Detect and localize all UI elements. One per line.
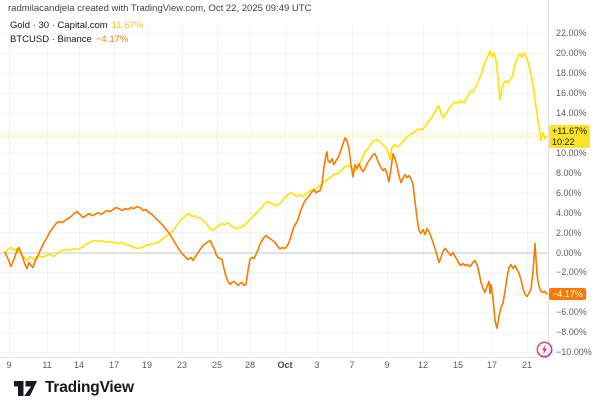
time-axis-label: 14	[73, 360, 85, 370]
gold-price-badge-value: +11.67%	[552, 126, 588, 137]
time-axis-label: 25	[211, 360, 223, 370]
price-axis-label: 6.00%	[556, 187, 582, 198]
time-axis-label: 17	[108, 360, 120, 370]
time-axis-label: 3	[314, 360, 320, 370]
price-axis-label: 8.00%	[556, 167, 582, 178]
attribution-text: radmilacandjela created with TradingView…	[8, 3, 312, 14]
legend-gold-value: 11.67%	[111, 20, 144, 31]
price-axis-label: 18.00%	[556, 68, 587, 78]
price-axis-label: 4.00%	[556, 207, 582, 218]
time-axis-label: 9	[6, 360, 12, 370]
legend-row-btc[interactable]: BTCUSD · Binance −4.17%	[10, 33, 143, 47]
time-axis-label: 19	[141, 360, 153, 370]
time-axis[interactable]: 9 11 14 17 19 23 25 28 Oct 3 7 9 12 15 17 21	[0, 358, 548, 374]
time-axis-label: 17	[486, 360, 498, 370]
time-axis-label: 28	[244, 360, 256, 370]
gold-price-badge: +11.67% 10:22	[549, 125, 591, 149]
price-axis-label: 2.00%	[556, 227, 582, 238]
btc-series-line	[4, 137, 548, 330]
time-axis-label: 7	[349, 360, 355, 370]
price-axis-label: −2.00%	[556, 267, 587, 278]
tradingview-logo-text: TradingView	[45, 379, 134, 396]
price-axis-label: −8.00%	[556, 327, 587, 338]
time-axis-label: 21	[521, 360, 533, 370]
gold-series-line	[4, 50, 548, 262]
legend-gold-label: Gold · 30 · Capital.com	[10, 20, 108, 31]
price-axis-label: 0.00%	[556, 247, 582, 258]
tradingview-logo[interactable]: TradingView	[13, 379, 134, 397]
price-axis-label: 20.00%	[556, 48, 587, 58]
legend-btc-value: −4.17%	[95, 34, 129, 45]
price-axis-label: −6.00%	[556, 307, 587, 318]
price-axis-label: 22.00%	[556, 28, 587, 39]
price-axis-label: 14.00%	[556, 107, 587, 118]
time-axis-label: 9	[384, 360, 390, 370]
time-axis-label: 12	[417, 360, 429, 370]
legend-btc-label: BTCUSD · Binance	[10, 34, 92, 45]
btc-price-badge-value: −4.17%	[552, 288, 583, 299]
price-axis-label: 16.00%	[556, 87, 587, 98]
gold-countdown: 10:22	[552, 136, 575, 147]
price-axis-label: −10.00%	[556, 347, 592, 358]
legend: Gold · 30 · Capital.com 11.67% BTCUSD · B…	[10, 19, 143, 47]
price-axis[interactable]: 22.00%20.00%18.00%16.00%14.00%12.00%10.0…	[548, 0, 600, 360]
time-axis-label: 23	[176, 360, 188, 370]
time-axis-label: Oct	[277, 360, 293, 370]
legend-row-gold[interactable]: Gold · 30 · Capital.com 11.67%	[10, 19, 143, 33]
tradingview-logo-icon	[14, 380, 37, 396]
time-axis-label: 11	[42, 360, 52, 370]
price-axis-label: 10.00%	[556, 147, 587, 158]
btc-price-badge: −4.17%	[549, 287, 586, 301]
boost-lightning-icon[interactable]	[536, 341, 553, 358]
time-axis-label: 15	[452, 360, 464, 370]
